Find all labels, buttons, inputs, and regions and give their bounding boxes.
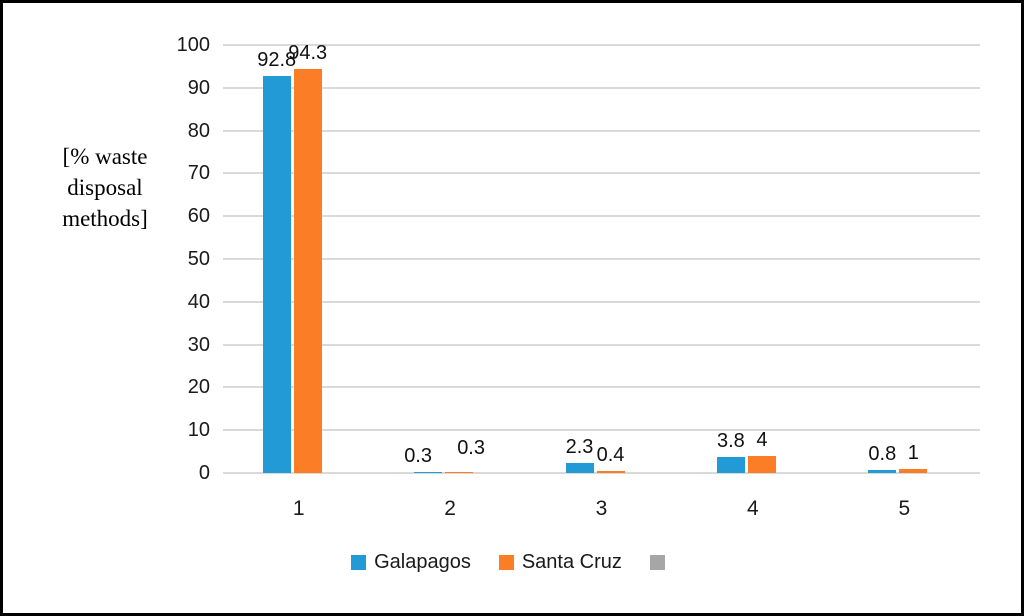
- legend-item-unlabeled: [649, 555, 673, 570]
- legend-item-santa-cruz: Santa Cruz: [498, 551, 622, 574]
- legend-label-santa-cruz: Santa Cruz: [521, 551, 622, 573]
- bar-Galapagos-cat1: [262, 75, 291, 473]
- gridline: [223, 44, 980, 46]
- gridline: [223, 300, 980, 303]
- y-tick-label: 0: [198, 462, 210, 484]
- y-tick-label: 60: [187, 205, 210, 228]
- y-tick-label: 100: [176, 34, 210, 56]
- bar-Galapagos-cat5: [868, 469, 897, 473]
- gridline: [223, 343, 980, 346]
- data-label-Santa Cruz-cat4: 4: [756, 428, 768, 451]
- y-tick-label: 20: [187, 376, 210, 399]
- data-label-Santa Cruz-cat1: 94.3: [288, 42, 328, 65]
- legend-swatch-santa-cruz: [498, 555, 514, 570]
- data-label-Galapagos-cat5: 0.8: [868, 442, 897, 465]
- y-axis-title: [% waste disposal methods]: [62, 144, 148, 231]
- bar-Galapagos-cat2: [414, 471, 443, 473]
- data-label-Galapagos-cat4: 3.8: [716, 429, 745, 452]
- y-tick-label: 10: [187, 419, 210, 442]
- plot-area: 0 10 20 30 40 50 60 70 80 90 100 1 92.8 94.3 2 0.3 0.3 3 2…: [3, 3, 1021, 613]
- legend-item-galapagos: Galapagos: [351, 551, 471, 574]
- legend-swatch-galapagos: [351, 555, 367, 570]
- bar-Santa Cruz-cat5: [899, 468, 928, 473]
- legend: Galapagos Santa Cruz: [3, 551, 1021, 574]
- y-tick-label: 50: [187, 248, 210, 270]
- x-tick-label: 3: [595, 497, 608, 520]
- gridline: [223, 472, 980, 474]
- bar-Santa Cruz-cat2: [445, 471, 474, 473]
- bar-Galapagos-cat4: [716, 456, 745, 473]
- y-tick-label: 30: [187, 333, 210, 356]
- bar-Santa Cruz-cat1: [293, 69, 322, 473]
- data-label-Galapagos-cat3: 2.3: [565, 436, 594, 459]
- data-label-Santa Cruz-cat3: 0.4: [596, 444, 625, 467]
- bar-Galapagos-cat3: [565, 463, 594, 473]
- y-tick-label: 80: [187, 119, 210, 142]
- gridline: [223, 429, 980, 432]
- bar-Santa Cruz-cat4: [747, 455, 776, 473]
- gridline: [223, 129, 980, 132]
- gridline: [223, 258, 980, 260]
- gridline: [223, 172, 980, 175]
- bar-Santa Cruz-cat3: [596, 471, 625, 473]
- y-tick-label: 40: [187, 290, 210, 313]
- data-label-Galapagos-cat2: 0.3: [404, 444, 432, 467]
- gridline: [223, 386, 980, 389]
- legend-label-galapagos: Galapagos: [374, 551, 471, 573]
- x-tick-label: 1: [292, 497, 305, 520]
- x-tick-label: 5: [898, 497, 911, 520]
- y-tick-label: 70: [187, 162, 210, 185]
- legend-swatch-unlabeled: [649, 555, 665, 570]
- data-label-Santa Cruz-cat2: 0.3: [457, 436, 485, 459]
- data-label-Galapagos-cat1: 92.8: [257, 48, 297, 71]
- y-tick-label: 90: [187, 76, 210, 99]
- data-label-Santa Cruz-cat5: 1: [907, 441, 919, 464]
- gridline: [223, 86, 980, 89]
- x-tick-label: 2: [444, 497, 456, 520]
- x-tick-label: 4: [747, 497, 759, 520]
- gridline: [223, 215, 980, 218]
